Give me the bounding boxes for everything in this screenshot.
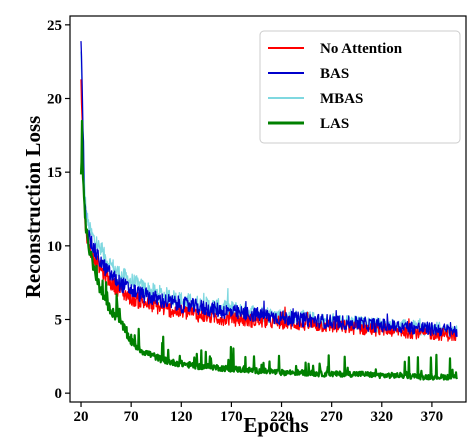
legend-label: LAS (320, 116, 349, 132)
x-tick-label: 70 (124, 409, 139, 425)
y-tick-label: 15 (47, 165, 62, 181)
y-tick-label: 0 (55, 386, 63, 402)
plot-frame (69, 15, 467, 403)
x-tick-label: 20 (74, 409, 89, 425)
x-tick-label: 120 (170, 409, 193, 425)
legend-box (259, 30, 461, 144)
series-line-las (79, 119, 459, 381)
y-tick-label: 20 (47, 92, 62, 108)
x-tick-label: 370 (421, 409, 444, 425)
y-axis-title: Reconstruction Loss (21, 116, 45, 299)
legend-label: MBAS (320, 91, 363, 107)
y-tick-label: 25 (47, 18, 62, 34)
plot-area: 20 70 120 170 220 270 320 370 0 5 10 15 20 25 No Atten… (47, 15, 467, 425)
x-axis-title: Epochs (243, 413, 308, 437)
y-tick-label: 5 (55, 312, 63, 328)
y-tick-label: 10 (47, 239, 62, 255)
x-tick-label: 270 (320, 409, 343, 425)
series-line-bas (80, 41, 458, 338)
x-tick-label: 170 (220, 409, 243, 425)
x-tick-label: 320 (371, 409, 394, 425)
x-tick-label: 220 (270, 409, 293, 425)
legend-label: No Attention (320, 41, 403, 57)
legend-label: BAS (320, 66, 349, 82)
